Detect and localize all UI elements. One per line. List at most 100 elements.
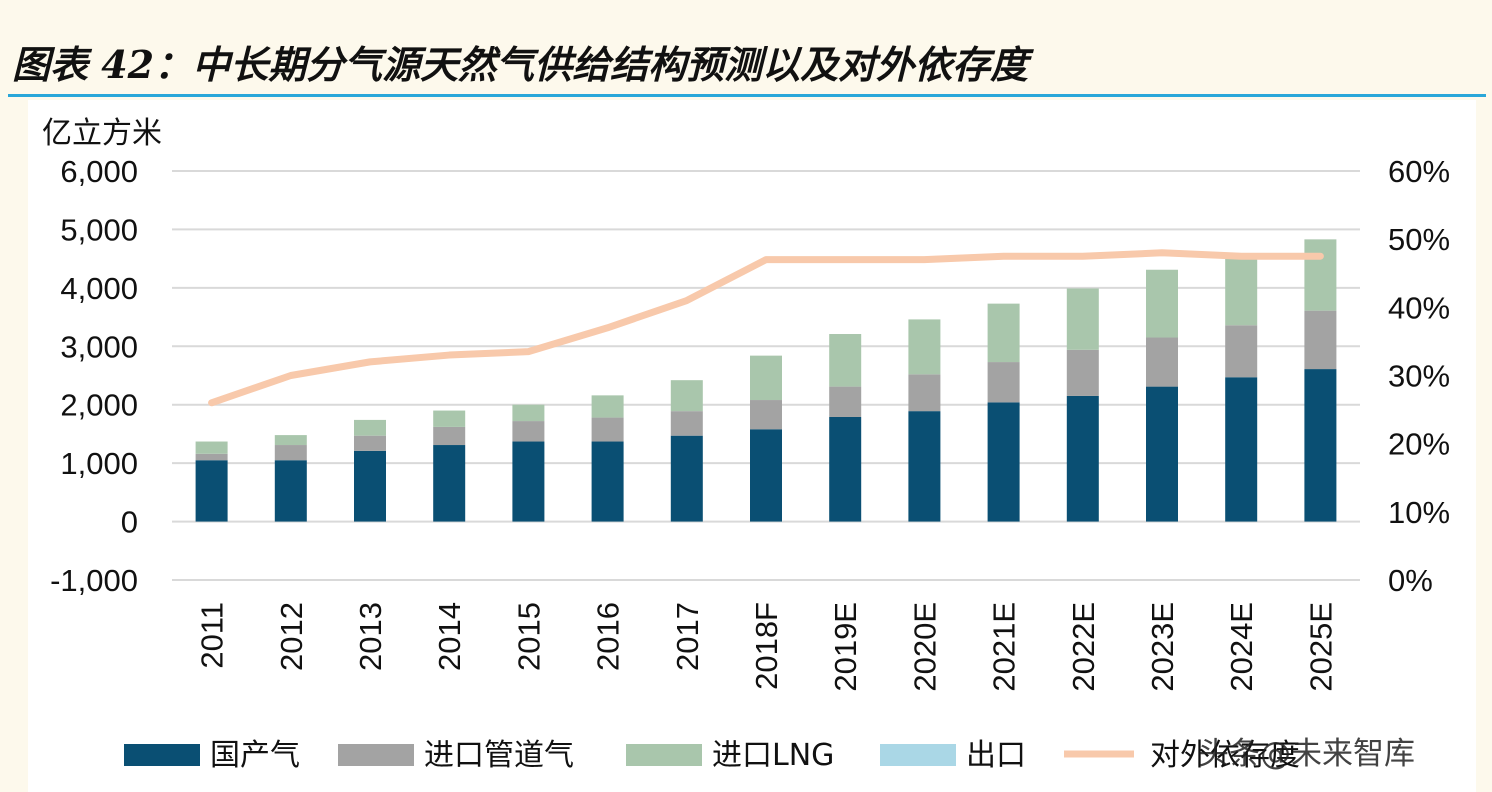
legend-item-进口管道气: 进口管道气: [338, 738, 574, 773]
bar-进口管道气-2025E: [1304, 310, 1337, 370]
legend-swatch: [338, 744, 414, 766]
x-tick-label: 2016: [591, 602, 626, 671]
bar-进口LNG-2018F: [750, 355, 782, 401]
legend-swatch: [124, 744, 200, 766]
y-tick-label: 3,000: [60, 329, 138, 364]
bar-进口LNG-2017: [670, 380, 703, 412]
y2-tick-label: 60%: [1388, 154, 1450, 189]
x-tick-label: 2015: [511, 602, 546, 671]
bar-进口管道气-2018F: [750, 400, 782, 430]
bar-国产气-2013: [354, 450, 386, 522]
bar-国产气-2014: [433, 445, 466, 522]
x-tick-label: 2011: [195, 602, 230, 669]
legend-label: 进口LNG: [712, 738, 834, 773]
bar-进口LNG-2013: [354, 419, 386, 436]
bar-进口管道气-2016: [591, 417, 624, 442]
legend-item-国产气: 国产气: [124, 738, 300, 773]
legend-label: 进口管道气: [424, 738, 574, 773]
legend-label: 出口: [966, 738, 1026, 773]
legend-swatch: [626, 744, 702, 766]
bar-进口管道气-2019E: [829, 386, 862, 417]
y-axis: -1,000 0 1,000 2,000 3,000 4,000 5,000 6,000: [50, 154, 138, 598]
bar-进口LNG-2014: [433, 410, 466, 427]
y-tick-label: -1,000: [50, 563, 138, 598]
bar-进口LNG-2019E: [829, 334, 862, 387]
bar-进口管道气-2022E: [1066, 349, 1099, 396]
y-tick-label: 6,000: [60, 154, 138, 189]
y-tick-label: 5,000: [60, 212, 138, 247]
bar-国产气-2025E: [1304, 369, 1337, 522]
legend: 国产气 进口管道气 进口LNG 出口 对外依存度: [124, 738, 1300, 773]
y2-tick-label: 10%: [1388, 495, 1450, 530]
bar-进口LNG-2024E: [1225, 254, 1258, 326]
title-bar: 图表 42：中长期分气源天然气供给结构预测以及对外依存度: [0, 0, 1492, 96]
x-tick-label: 2020E: [907, 602, 942, 692]
bar-进口管道气-2020E: [908, 374, 941, 412]
bar-进口LNG-2025E: [1304, 239, 1337, 311]
bar-国产气-2011: [195, 460, 228, 522]
y2-tick-label: 40%: [1388, 290, 1450, 325]
bar-国产气-2018F: [750, 429, 782, 522]
bar-进口LNG-2012: [274, 435, 307, 446]
legend-item-进口LNG: 进口LNG: [626, 738, 834, 773]
x-tick-label: 2012: [274, 602, 309, 671]
x-tick-label: 2013: [353, 602, 388, 671]
y2-tick-label: 30%: [1388, 359, 1450, 394]
bar-进口管道气-2012: [274, 445, 307, 461]
bar-国产气-2017: [670, 435, 703, 522]
bar-国产气-2015: [512, 441, 545, 522]
bar-进口LNG-2015: [512, 404, 545, 422]
bar-国产气-2021E: [987, 402, 1020, 522]
x-tick-label: 2018F: [749, 602, 784, 690]
bar-国产气-2012: [274, 460, 307, 522]
y-tick-label: 4,000: [60, 271, 138, 306]
bars: [195, 239, 1337, 522]
chart-title: 图表 42：中长期分气源天然气供给结构预测以及对外依存度: [12, 42, 1029, 87]
bar-进口管道气-2024E: [1225, 325, 1258, 378]
y-unit-label: 亿立方米: [42, 116, 162, 151]
bar-进口管道气-2011: [195, 453, 228, 461]
legend-label: 国产气: [210, 738, 300, 773]
y2-axis: 0% 10% 20% 30% 40% 50% 60%: [1388, 154, 1450, 598]
legend-item-对外依存度: 对外依存度: [1064, 738, 1300, 773]
bar-进口LNG-2011: [195, 441, 228, 454]
bar-国产气-2024E: [1225, 377, 1258, 522]
legend-swatch: [880, 744, 956, 766]
x-tick-label: 2017: [670, 602, 705, 671]
bar-进口管道气-2013: [354, 435, 386, 451]
y2-tick-label: 50%: [1388, 222, 1450, 257]
bar-进口管道气-2015: [512, 421, 545, 442]
y-tick-label: 2,000: [60, 388, 138, 423]
x-tick-label: 2024E: [1224, 602, 1259, 692]
bar-进口管道气-2021E: [987, 362, 1020, 403]
y-tick-label: 1,000: [60, 446, 138, 481]
bar-进口LNG-2016: [591, 395, 624, 418]
bar-进口LNG-2022E: [1066, 288, 1099, 350]
bar-国产气-2016: [591, 441, 624, 522]
title-rule: [8, 94, 1486, 97]
x-tick-label: 2021E: [987, 602, 1022, 692]
legend-item-出口: 出口: [880, 738, 1026, 773]
bar-进口LNG-2020E: [908, 319, 941, 375]
bar-国产气-2022E: [1066, 395, 1099, 522]
dependency-line: [208, 249, 1324, 407]
bar-进口管道气-2023E: [1146, 337, 1178, 387]
x-axis: 2011 2012 2013 2014 2015 2016 2017 2018F 2019E 20…: [195, 602, 1339, 692]
bar-进口管道气-2014: [433, 426, 466, 446]
watermark: 头条@未来智库: [1198, 736, 1415, 772]
x-tick-label: 2022E: [1066, 602, 1101, 692]
bar-国产气-2023E: [1146, 386, 1178, 522]
bar-国产气-2019E: [829, 416, 862, 522]
x-tick-label: 2023E: [1145, 602, 1180, 692]
bar-进口LNG-2021E: [987, 303, 1020, 363]
y2-tick-label: 0%: [1388, 563, 1433, 598]
bar-国产气-2020E: [908, 411, 941, 522]
bar-进口LNG-2023E: [1146, 269, 1178, 338]
bar-进口管道气-2017: [670, 411, 703, 436]
x-tick-label: 2019E: [828, 602, 863, 692]
y-tick-label: 0: [121, 505, 138, 540]
y2-tick-label: 20%: [1388, 427, 1450, 462]
x-tick-label: 2025E: [1303, 602, 1338, 692]
